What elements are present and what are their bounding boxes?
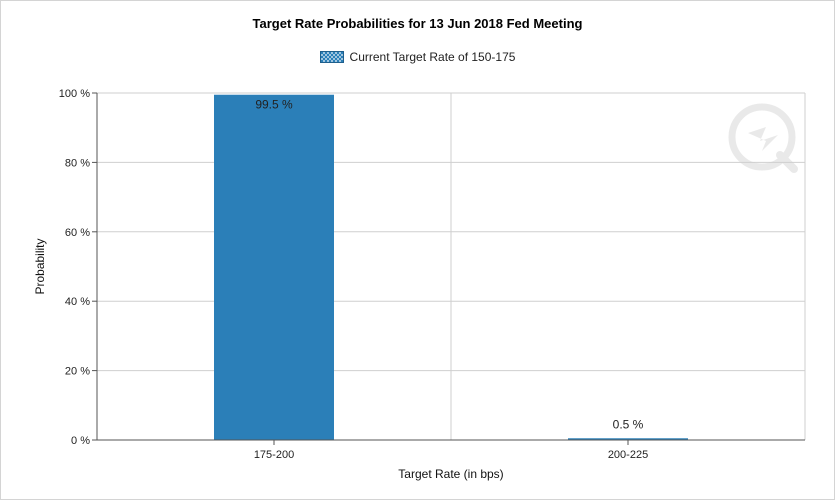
chart-title: Target Rate Probabilities for 13 Jun 201… <box>252 16 583 31</box>
data-label: 0.5 % <box>613 417 644 431</box>
y-tick-label: 20 % <box>65 366 90 378</box>
x-axis-title: Target Rate (in bps) <box>398 467 503 481</box>
x-tick-label: 175-200 <box>254 449 294 461</box>
legend-label: Current Target Rate of 150-175 <box>349 50 516 64</box>
y-tick-label: 60 % <box>65 227 90 239</box>
watermark-logo <box>728 103 798 173</box>
x-tick-label: 200-225 <box>608 449 648 461</box>
y-tick-label: 0 % <box>71 435 90 447</box>
bar <box>568 438 688 440</box>
y-tick-label: 40 % <box>65 296 90 308</box>
data-label: 99.5 % <box>255 98 293 112</box>
legend: Current Target Rate of 150-175 <box>0 50 835 64</box>
bar <box>214 94 334 441</box>
y-tick-label: 100 % <box>59 88 90 100</box>
legend-swatch <box>319 51 344 63</box>
y-tick-label: 80 % <box>65 157 90 169</box>
y-axis-title: Probability <box>33 238 47 294</box>
